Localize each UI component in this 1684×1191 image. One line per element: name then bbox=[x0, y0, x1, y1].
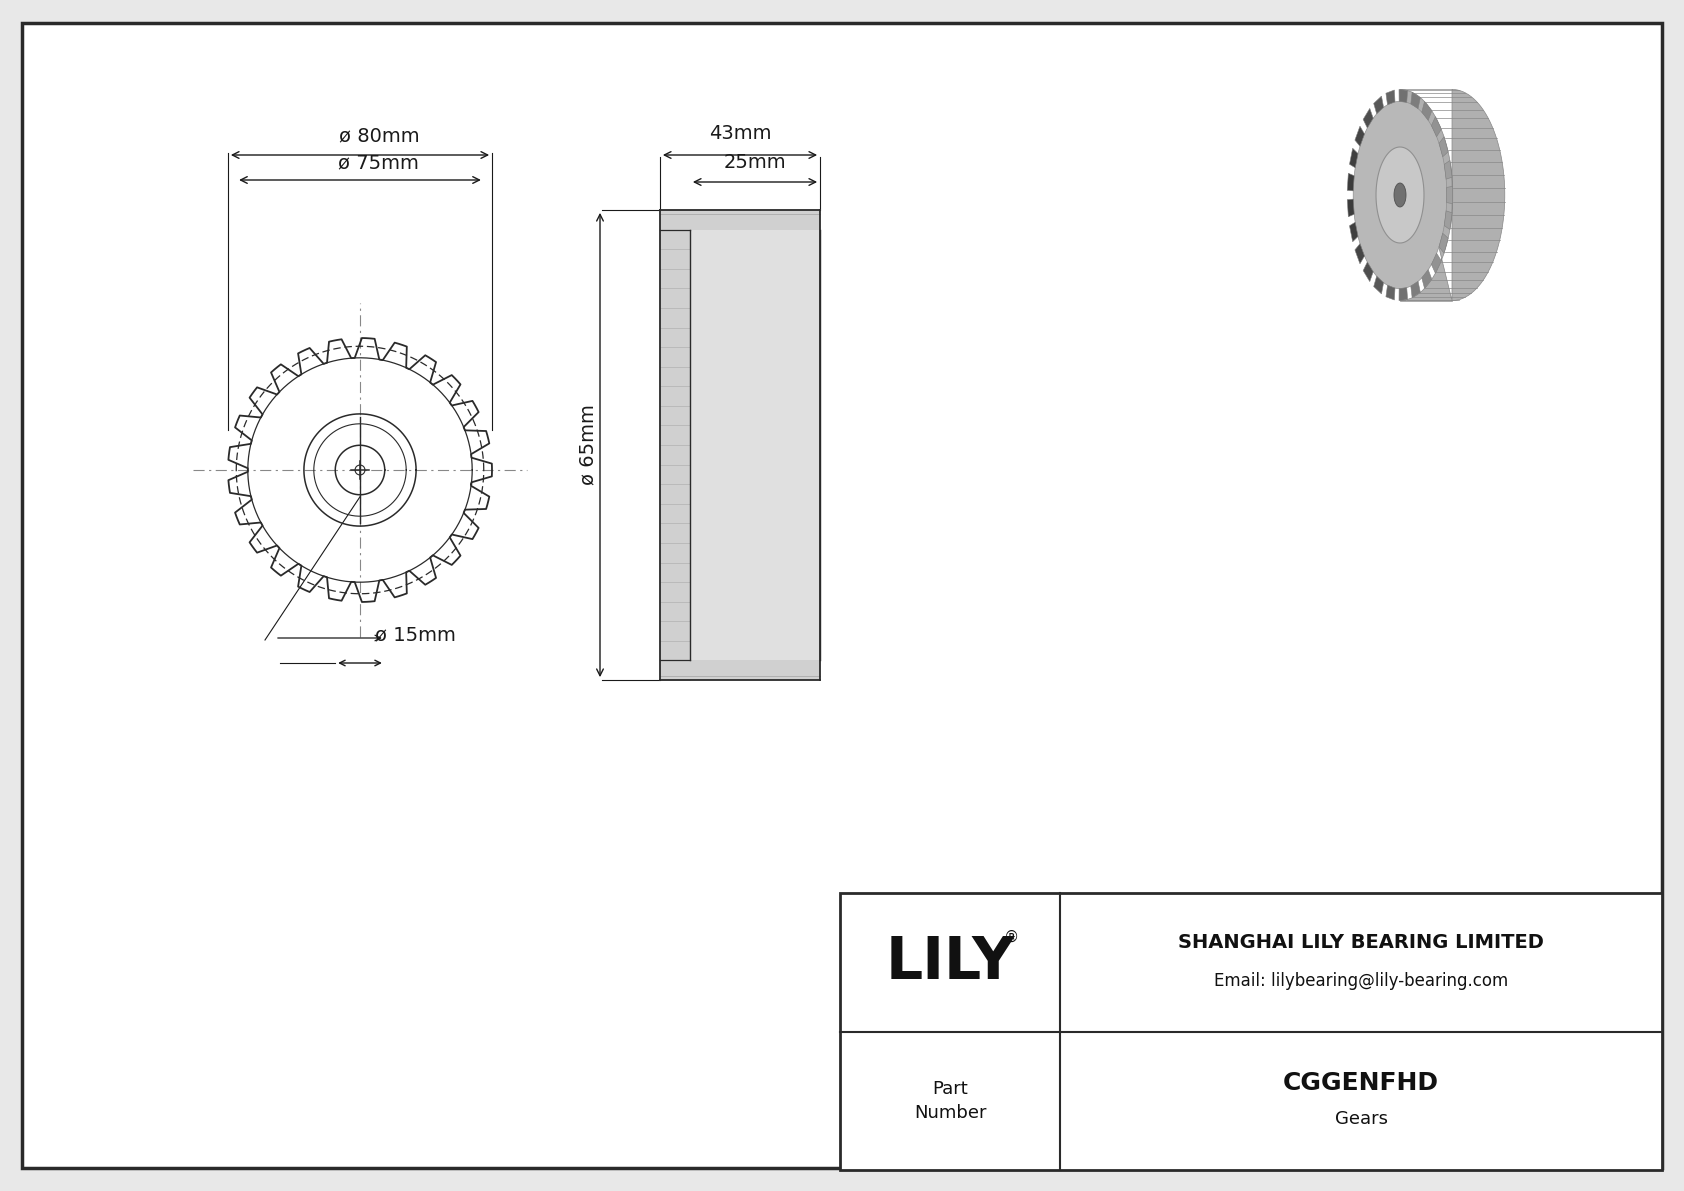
Polygon shape bbox=[1445, 211, 1452, 230]
Polygon shape bbox=[1362, 262, 1372, 281]
Polygon shape bbox=[1421, 269, 1431, 288]
Polygon shape bbox=[1399, 89, 1505, 300]
Text: ø 65mm: ø 65mm bbox=[579, 405, 598, 486]
Polygon shape bbox=[1411, 281, 1420, 298]
Polygon shape bbox=[1362, 108, 1372, 127]
Polygon shape bbox=[1347, 199, 1354, 217]
Text: ø 75mm: ø 75mm bbox=[338, 152, 419, 172]
Text: 25mm: 25mm bbox=[724, 152, 786, 172]
Polygon shape bbox=[1411, 92, 1420, 108]
Polygon shape bbox=[1431, 117, 1442, 137]
Polygon shape bbox=[1447, 186, 1453, 204]
Text: LILY: LILY bbox=[886, 934, 1015, 991]
Polygon shape bbox=[1356, 126, 1364, 146]
Bar bbox=[840, 893, 1662, 1170]
Polygon shape bbox=[1399, 287, 1408, 300]
Text: ø 80mm: ø 80mm bbox=[340, 126, 419, 145]
Text: 43mm: 43mm bbox=[709, 124, 771, 143]
Polygon shape bbox=[1349, 223, 1357, 242]
Bar bbox=[690, 230, 820, 660]
Text: Gears: Gears bbox=[1334, 1110, 1388, 1128]
Text: ®: ® bbox=[1004, 930, 1019, 944]
Polygon shape bbox=[1440, 233, 1448, 254]
Polygon shape bbox=[1347, 173, 1354, 191]
Polygon shape bbox=[1445, 161, 1452, 179]
Polygon shape bbox=[1421, 101, 1431, 120]
Polygon shape bbox=[1354, 101, 1447, 288]
Polygon shape bbox=[1374, 96, 1384, 114]
Polygon shape bbox=[1376, 146, 1425, 243]
Bar bbox=[660, 210, 820, 680]
Polygon shape bbox=[1356, 244, 1364, 264]
Text: Email: lilybearing@lily-bearing.com: Email: lilybearing@lily-bearing.com bbox=[1214, 972, 1509, 990]
Polygon shape bbox=[1399, 89, 1408, 102]
Polygon shape bbox=[1349, 148, 1357, 168]
Polygon shape bbox=[1386, 91, 1394, 105]
Text: Part
Number: Part Number bbox=[914, 1079, 987, 1122]
Polygon shape bbox=[1386, 285, 1394, 300]
Polygon shape bbox=[1394, 183, 1406, 207]
Text: SHANGHAI LILY BEARING LIMITED: SHANGHAI LILY BEARING LIMITED bbox=[1179, 933, 1544, 952]
Text: CGGENFHD: CGGENFHD bbox=[1283, 1071, 1440, 1095]
Text: ø 15mm: ø 15mm bbox=[376, 625, 456, 644]
Polygon shape bbox=[1431, 254, 1442, 273]
Polygon shape bbox=[1374, 276, 1384, 294]
Polygon shape bbox=[1440, 137, 1448, 157]
